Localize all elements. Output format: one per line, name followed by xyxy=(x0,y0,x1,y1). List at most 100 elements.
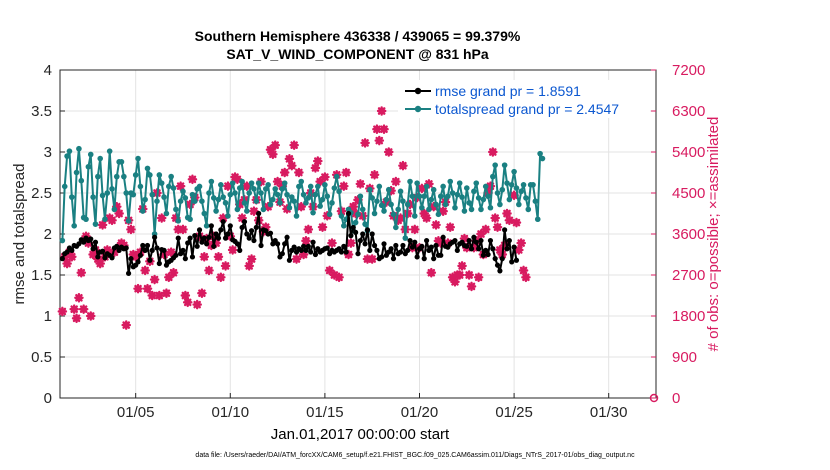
totalspread-point xyxy=(355,211,361,218)
obs-count-marker xyxy=(76,267,87,278)
rmse-point xyxy=(76,241,82,247)
totalspread-point xyxy=(279,186,286,192)
y-tick-label: 0.5 xyxy=(31,349,52,366)
totalspread-point xyxy=(336,188,342,195)
obs-count-marker xyxy=(296,201,307,212)
rmse-point xyxy=(128,256,134,262)
totalspread-point xyxy=(85,163,92,170)
data-file-footer: data file: /Users/raeder/DAI/ATM_forcXX/… xyxy=(195,452,635,459)
totalspread-point xyxy=(395,206,402,213)
totalspread-point xyxy=(227,191,234,198)
y-tick-label: 4 xyxy=(44,62,52,79)
obs-count-marker xyxy=(450,277,460,287)
rmse-point xyxy=(468,246,475,252)
obs-count-marker xyxy=(225,231,236,242)
rmse-point xyxy=(350,224,356,231)
rmse-point xyxy=(324,245,330,251)
obs-count-marker xyxy=(211,238,221,248)
obs-count-marker xyxy=(163,272,174,283)
rmse-point xyxy=(149,247,155,253)
obs-count-marker xyxy=(59,251,70,262)
totalspread-point xyxy=(121,173,127,180)
totalspread-point xyxy=(239,178,245,185)
y2-tick-label: 2700 xyxy=(672,267,705,284)
obs-count-marker xyxy=(343,249,354,260)
obs-count-marker xyxy=(227,245,238,255)
totalspread-point xyxy=(220,194,226,200)
legend-rmse-marker xyxy=(414,87,422,95)
rmse-point xyxy=(473,239,479,245)
totalspread-point xyxy=(482,183,489,190)
totalspread-point xyxy=(466,200,472,206)
rmse-point xyxy=(137,252,144,258)
obs-count-marker xyxy=(502,208,512,219)
y-tick-label: 3 xyxy=(44,144,52,161)
obs-count-marker xyxy=(244,261,255,271)
totalspread-point xyxy=(293,213,300,219)
rmse-point xyxy=(114,243,120,249)
totalspread-point xyxy=(461,208,468,214)
rmse-point xyxy=(81,239,87,245)
totalspread-point xyxy=(478,206,484,213)
obs-count-marker xyxy=(147,290,158,301)
obs-count-marker xyxy=(121,320,132,330)
obs-count-marker xyxy=(218,213,228,223)
obs-count-marker xyxy=(242,181,252,191)
rmse-point xyxy=(409,244,415,250)
totalspread-point xyxy=(87,151,94,158)
totalspread-point xyxy=(338,213,345,219)
rmse-point xyxy=(88,236,94,242)
totalspread-point xyxy=(104,190,111,196)
rmse-point xyxy=(405,247,411,253)
totalspread-point xyxy=(260,206,267,213)
totalspread-point xyxy=(300,191,307,198)
totalspread-point xyxy=(416,193,423,200)
totalspread-point xyxy=(132,172,139,178)
rmse-point xyxy=(433,242,439,249)
obs-count-marker xyxy=(107,215,117,226)
rmse-point xyxy=(490,246,496,252)
totalspread-point xyxy=(352,219,359,226)
obs-count-marker xyxy=(509,190,519,201)
y-axis-label: rmse and totalspread xyxy=(11,164,28,305)
totalspread-point xyxy=(445,193,451,200)
obs-count-marker xyxy=(192,299,202,310)
rmse-point xyxy=(345,210,352,217)
totalspread-point xyxy=(400,198,406,204)
rmse-point xyxy=(371,242,378,249)
obs-count-marker xyxy=(346,238,356,248)
rmse-point xyxy=(388,246,394,252)
rmse-point xyxy=(142,247,148,253)
obs-count-marker xyxy=(398,160,408,171)
totalspread-point xyxy=(270,196,276,203)
totalspread-point xyxy=(215,196,222,203)
rmse-point xyxy=(407,237,413,244)
totalspread-point xyxy=(163,210,170,217)
rmse-point xyxy=(511,244,517,250)
rmse-point xyxy=(466,237,472,244)
obs-count-marker xyxy=(369,169,380,180)
rmse-point xyxy=(180,247,186,253)
obs-count-marker xyxy=(291,254,302,264)
totalspread-point xyxy=(113,173,120,180)
y2-tick-label: 5400 xyxy=(672,144,705,161)
totalspread-point xyxy=(206,190,212,196)
totalspread-point xyxy=(537,150,543,157)
legend-spread-marker xyxy=(414,105,422,113)
y-tick-label: 2.5 xyxy=(31,185,52,202)
totalspread-point xyxy=(284,191,290,198)
obs-count-marker xyxy=(208,231,219,242)
y2-tick-label: 4500 xyxy=(672,185,705,202)
totalspread-point xyxy=(92,221,99,227)
y-tick-label: 0 xyxy=(44,390,52,407)
totalspread-point xyxy=(397,188,404,195)
totalspread-point xyxy=(272,186,279,192)
obs-count-marker xyxy=(57,306,68,317)
totalspread-point xyxy=(303,200,309,206)
obs-count-marker xyxy=(445,222,456,232)
obs-count-marker xyxy=(395,213,406,223)
rmse-point xyxy=(201,235,207,241)
obs-count-marker xyxy=(220,261,231,271)
totalspread-point xyxy=(95,173,101,180)
